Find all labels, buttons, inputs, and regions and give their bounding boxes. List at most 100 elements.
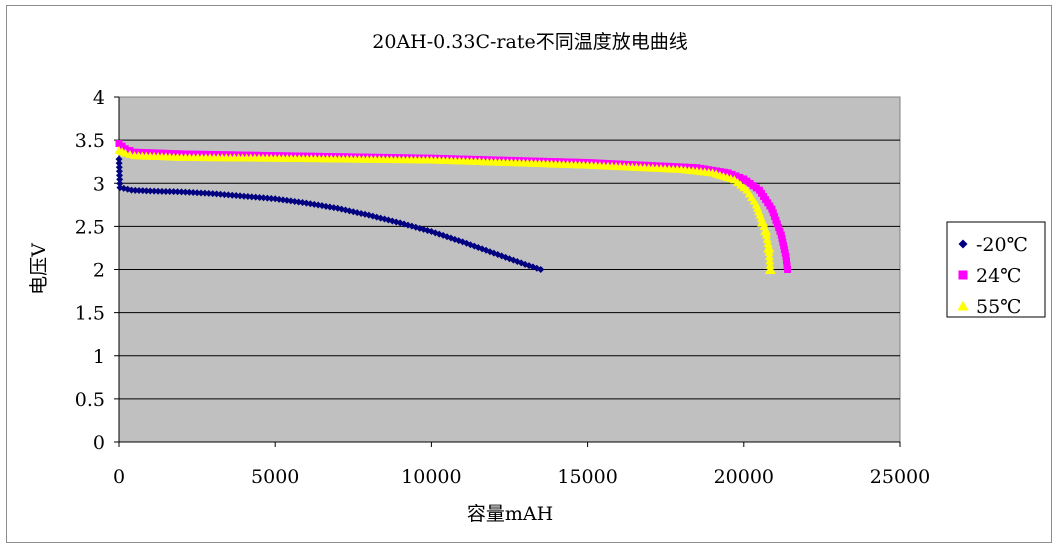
data-point [232,192,240,200]
data-point [716,168,724,176]
series-layer [114,140,792,274]
data-point [116,171,124,179]
x-tick-label: 15000 [557,466,617,488]
data-point [762,234,772,243]
y-tick-label: 2 [93,260,105,282]
x-tick-label: 10000 [401,466,461,488]
data-point [720,168,728,176]
data-point [240,192,248,200]
y-tick-label: 3 [93,173,105,195]
data-point [189,189,197,197]
series-triangle [114,145,775,273]
series-triangle-tail [757,216,776,274]
data-point [174,188,182,196]
data-point [185,188,193,196]
data-point [773,220,781,228]
y-tick-label: 1.5 [75,303,105,325]
legend-marker-square [958,270,968,280]
data-point [197,189,205,197]
data-point [115,167,123,175]
data-point [784,266,792,273]
data-point [177,188,185,196]
data-point [263,194,271,202]
x-axis-ticks: 0 5000 10000 15000 20000 25000 [113,442,930,488]
data-point [769,209,777,217]
x-tick-label: 5000 [251,466,299,488]
data-point [209,190,217,198]
data-point [768,205,776,213]
data-point [224,191,232,199]
data-point [142,187,150,195]
data-point [135,186,143,194]
data-point [509,256,517,264]
data-point [259,194,267,202]
data-point [781,249,789,257]
data-point [775,224,783,232]
data-point [778,235,786,243]
data-point [205,189,213,197]
data-point [154,187,162,195]
data-point [732,172,740,180]
x-tick-label: 0 [113,466,125,488]
data-point [728,170,736,178]
data-point [166,188,174,196]
y-tick-label: 1 [93,346,105,368]
x-axis-label: 容量mAH [467,503,553,525]
data-point [502,253,510,261]
data-point [116,175,124,183]
data-point [115,163,123,171]
grid-lines [119,139,900,400]
data-point [776,227,784,235]
legend-marker-triangle [957,300,969,311]
y-axis-ticks: 0 0.5 1 1.5 2 2.5 3 3.5 4 [75,87,119,454]
data-point [780,245,788,253]
data-point [131,186,139,194]
data-point [771,213,779,221]
data-point [150,187,158,195]
data-point [782,257,790,265]
data-point [779,238,787,246]
data-point [115,155,123,163]
y-tick-label: 3.5 [75,130,105,152]
data-point [763,242,775,253]
data-point [201,189,209,197]
data-point [193,189,201,197]
series-diamond [115,155,545,273]
chart-frame: 20AH-0.33C-rate不同温度放电曲线 0 5000 10000 15000 2… [6,5,1052,543]
data-point [248,193,256,201]
data-point [170,188,178,196]
data-point [244,193,252,201]
data-point [228,191,236,199]
data-point [777,231,785,239]
data-point [213,190,221,198]
legend-label: 24℃ [976,265,1021,287]
data-point [116,179,124,187]
data-point [736,173,744,181]
data-point [252,193,260,201]
y-tick-label: 0.5 [75,389,105,411]
data-point [181,188,189,196]
data-point [765,256,775,265]
data-point [139,187,147,195]
data-point [158,187,166,195]
data-point [757,216,769,227]
data-point [764,252,774,261]
y-tick-label: 0 [93,432,105,454]
data-point [783,261,791,269]
data-point [217,190,225,198]
data-point [115,159,123,167]
data-point [236,192,244,200]
chart-svg: 20AH-0.33C-rate不同温度放电曲线 0 5000 10000 15000 2… [28,31,1046,525]
data-point [782,253,790,261]
y-axis-label: 电压V [28,243,50,295]
data-point [146,187,154,195]
y-tick-label: 4 [93,87,105,109]
chart-title: 20AH-0.33C-rate不同温度放电曲线 [372,31,687,53]
x-tick-label: 20000 [714,466,774,488]
data-point [127,186,135,194]
x-tick-label: 25000 [870,466,930,488]
data-point [772,216,780,224]
data-point [220,191,228,199]
data-point [724,169,732,177]
y-tick-label: 2.5 [75,216,105,238]
